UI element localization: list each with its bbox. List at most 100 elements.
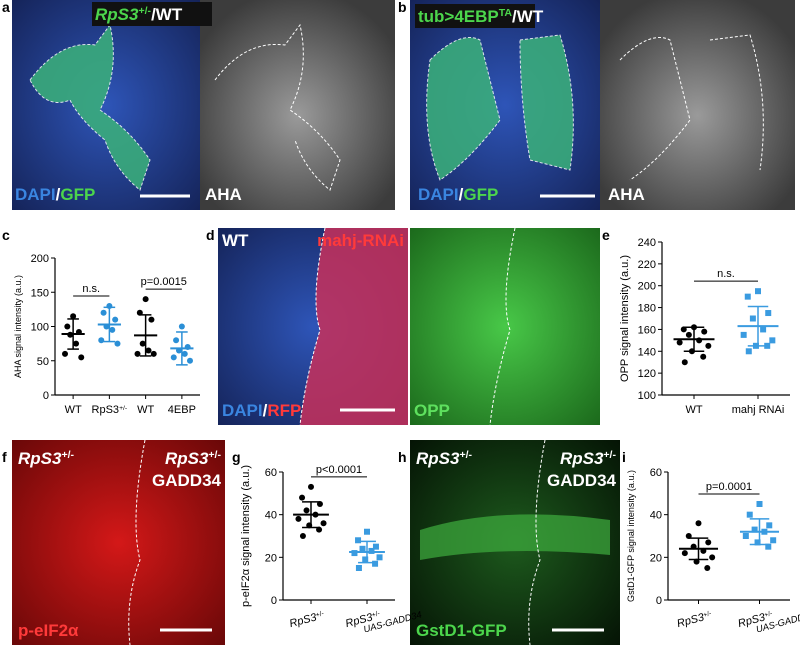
data-point	[139, 340, 146, 347]
label-part: /	[56, 185, 61, 204]
label-part: DAPI	[222, 401, 263, 420]
data-point	[64, 323, 71, 330]
image-label: AHA	[608, 185, 645, 204]
label-part: tub>4EBP	[418, 7, 499, 26]
panel-letter: f	[2, 449, 7, 465]
superscript: +/-	[208, 449, 221, 461]
y-tick-label: 0	[43, 390, 49, 402]
data-point	[695, 520, 702, 527]
label-part: RpS3	[18, 449, 62, 468]
image-b	[410, 0, 795, 210]
label-part: RpS3	[165, 449, 209, 468]
x-tick-label: RpS3+/-UAS-GADD34	[737, 599, 800, 639]
data-point	[709, 554, 716, 561]
data-point	[308, 483, 314, 490]
data-point	[740, 331, 747, 338]
data-point	[760, 326, 767, 333]
y-tick-label: 220	[638, 259, 656, 271]
x-tick-label: mahj RNAi	[732, 404, 785, 416]
label-part: DAPI	[15, 185, 56, 204]
y-tick-label: 100	[31, 322, 49, 334]
image-label: DAPI/GFP	[418, 185, 498, 204]
label-part: /WT	[151, 5, 183, 24]
x-tick-label: 4EBP	[168, 404, 196, 416]
image-h	[410, 439, 620, 646]
data-point	[751, 526, 758, 533]
image-label: p-eIF2α	[18, 621, 79, 640]
y-tick-label: 0	[271, 595, 277, 607]
image-label: AHA	[205, 185, 242, 204]
data-point	[173, 337, 180, 344]
superscript: +/-	[119, 405, 127, 412]
y-axis-label: GstD1-GFP signal intensity (a.u.)	[626, 470, 636, 602]
image-label: RpS3+/-	[560, 449, 617, 468]
y-tick-label: 20	[265, 552, 277, 564]
data-point	[145, 347, 152, 354]
data-point	[295, 515, 302, 522]
y-tick-label: 40	[650, 510, 662, 522]
superscript: +/-	[138, 5, 151, 17]
label-part: OPP	[414, 401, 450, 420]
data-point	[62, 350, 69, 357]
data-point	[696, 337, 703, 344]
significance-label: n.s.	[82, 283, 100, 295]
data-point	[705, 539, 712, 546]
y-tick-label: 200	[638, 281, 656, 293]
label-part: RpS3	[92, 404, 120, 416]
data-point	[351, 550, 358, 557]
data-point	[142, 296, 149, 303]
label-part: 4EBP	[168, 404, 196, 416]
data-point	[744, 293, 751, 300]
y-tick-label: 20	[650, 552, 662, 564]
superscript: +/-	[371, 610, 381, 619]
x-tick-label: RpS3+/-	[92, 404, 128, 416]
label-part: /	[263, 401, 268, 420]
image-label: tub>4EBPTA/WT	[418, 7, 544, 26]
data-point	[766, 522, 773, 529]
image-label: GstD1-GFP	[416, 621, 507, 640]
data-point	[114, 340, 121, 347]
label-part: AHA	[205, 185, 242, 204]
image-label: RpS3+/-	[165, 449, 222, 468]
label-part: GADD34	[547, 471, 617, 490]
label-background	[92, 2, 212, 26]
x-tick-label: RpS3+/-	[288, 609, 326, 630]
data-point	[178, 323, 185, 330]
x-tick-label: RpS3+/-	[676, 609, 714, 630]
y-tick-label: 0	[656, 595, 662, 607]
label-part: WT	[137, 404, 154, 416]
label-part: RpS3	[416, 449, 460, 468]
label-part: WT	[685, 404, 702, 416]
data-point	[765, 310, 772, 317]
data-point	[372, 543, 379, 550]
data-point	[368, 547, 375, 554]
label-part: WT	[65, 404, 82, 416]
data-point	[755, 288, 761, 295]
label-part: AHA	[608, 185, 645, 204]
label-part: RpS3	[560, 449, 604, 468]
label-part: RFP	[267, 401, 301, 420]
y-axis-label: AHA signal intensity (a.u.)	[13, 275, 23, 378]
image-a	[12, 0, 395, 210]
data-point	[749, 315, 756, 322]
y-tick-label: 40	[265, 510, 277, 522]
y-tick-label: 200	[31, 253, 49, 265]
data-point	[303, 507, 310, 514]
panel-letter: h	[398, 449, 407, 465]
y-tick-label: 150	[31, 287, 49, 299]
data-point	[100, 309, 107, 316]
superscript: +/-	[315, 610, 325, 619]
y-tick-label: 60	[650, 467, 662, 479]
data-point	[765, 543, 772, 550]
data-point	[170, 354, 177, 361]
significance-label: p=0.0015	[141, 276, 187, 288]
data-point	[769, 337, 776, 344]
label-part: p-eIF2α	[18, 621, 79, 640]
image-label: RpS3+/-/WT	[95, 5, 183, 24]
data-point	[770, 537, 777, 544]
data-point	[372, 560, 379, 567]
data-point	[681, 550, 688, 557]
label-part: WT	[222, 231, 249, 250]
panel-letter: i	[622, 449, 626, 465]
